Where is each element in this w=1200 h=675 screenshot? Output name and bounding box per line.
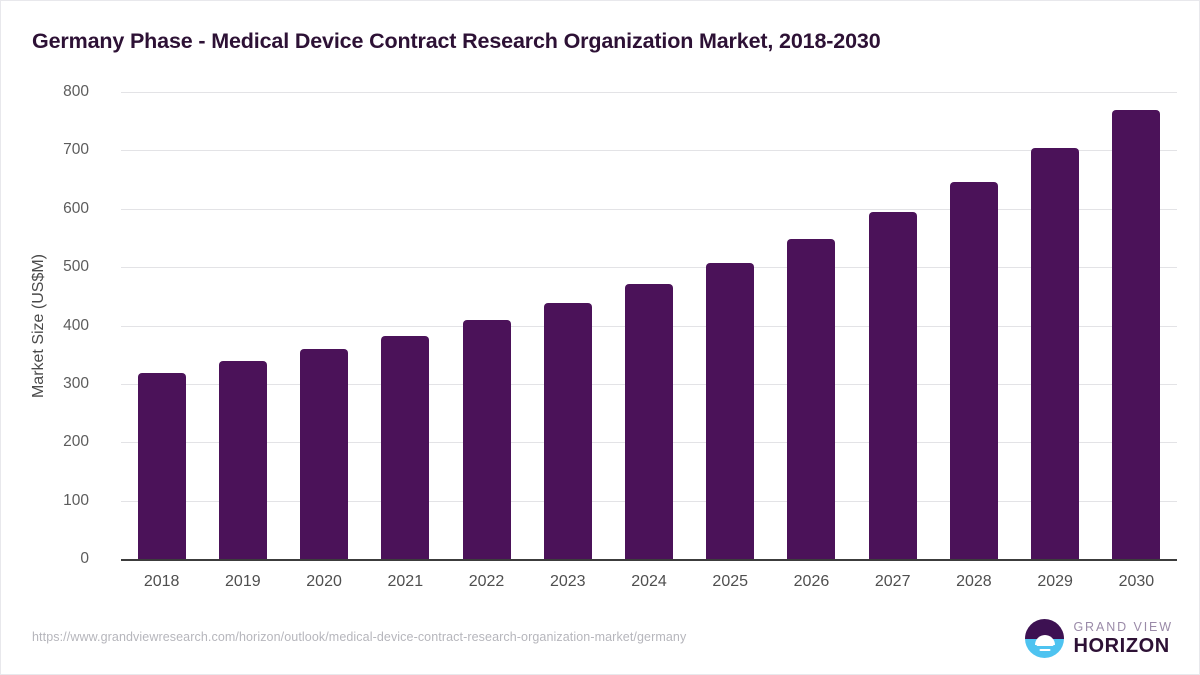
logo-line-lower bbox=[1039, 649, 1051, 652]
bar[interactable] bbox=[137, 373, 186, 559]
logo-horizon-text: HORIZON bbox=[1073, 635, 1170, 658]
x-axis-tick-label: 2029 bbox=[1037, 573, 1073, 590]
x-axis-tick-label: 2027 bbox=[874, 573, 911, 590]
bar[interactable] bbox=[624, 284, 673, 559]
gridline bbox=[121, 150, 1177, 152]
bar[interactable] bbox=[868, 212, 917, 559]
x-axis-tick-label: 2028 bbox=[956, 573, 992, 590]
bar-slot bbox=[771, 92, 852, 559]
bar-slot bbox=[202, 92, 283, 559]
bar-slot bbox=[283, 92, 364, 559]
y-axis-tick-label: 300 bbox=[63, 374, 89, 392]
plot-area: Market Size (US$M) 0 100 200 300 400 500 600 70… bbox=[30, 83, 1177, 590]
bar-slot bbox=[852, 92, 933, 559]
page-title: Germany Phase - Medical Device Contract … bbox=[32, 29, 881, 53]
gridline bbox=[121, 92, 1177, 93]
bar[interactable] bbox=[462, 320, 511, 559]
x-axis-tick-label: 2030 bbox=[1118, 573, 1155, 590]
bar[interactable] bbox=[381, 336, 430, 559]
y-axis-tick-label: 0 bbox=[80, 550, 89, 567]
bar-slot bbox=[365, 92, 446, 559]
bar[interactable] bbox=[706, 263, 755, 559]
x-axis-tick-label: 2022 bbox=[468, 573, 505, 590]
logo-line-upper bbox=[1036, 643, 1054, 647]
bar[interactable] bbox=[300, 349, 349, 559]
bar[interactable] bbox=[1031, 148, 1080, 559]
logo-wordmark: GRAND VIEW HORIZON bbox=[1073, 621, 1173, 657]
bar-slot bbox=[1096, 92, 1177, 559]
x-axis-tick-label: 2023 bbox=[549, 573, 586, 590]
bar[interactable] bbox=[1112, 109, 1161, 559]
bar-slot bbox=[446, 92, 527, 559]
gridline bbox=[121, 267, 1177, 269]
x-axis-tick-label: 2021 bbox=[387, 573, 424, 590]
bar[interactable] bbox=[949, 182, 998, 559]
bar-slot bbox=[690, 92, 771, 559]
y-axis-tick-label: 600 bbox=[63, 199, 89, 217]
y-axis-tick-label: 400 bbox=[63, 316, 89, 334]
logo-dome-shape bbox=[1034, 634, 1055, 645]
bar-series bbox=[121, 92, 1177, 559]
y-axis-tick-label: 700 bbox=[63, 141, 89, 159]
bar[interactable] bbox=[543, 303, 592, 559]
bar[interactable] bbox=[218, 361, 267, 559]
x-axis-line bbox=[121, 559, 1177, 561]
logo-top-half bbox=[1025, 619, 1065, 639]
bar-slot bbox=[121, 92, 202, 559]
bar-slot bbox=[1015, 92, 1096, 559]
x-axis-tick-label: 2018 bbox=[143, 573, 180, 590]
bar[interactable] bbox=[787, 238, 836, 559]
bar-slot bbox=[933, 92, 1014, 559]
x-axis-tick-label: 2019 bbox=[225, 573, 261, 590]
source-url[interactable]: https://www.grandviewresearch.com/horizo… bbox=[32, 630, 687, 644]
logo-grand-view-text: GRAND VIEW bbox=[1073, 619, 1173, 634]
horizon-sun-icon bbox=[1025, 619, 1065, 658]
gridline bbox=[121, 208, 1177, 210]
y-axis-tick-label: 500 bbox=[63, 258, 89, 276]
x-axis-tick-label: 2025 bbox=[712, 573, 749, 590]
x-axis-tick-label: 2020 bbox=[306, 573, 342, 590]
y-axis-tick-label: 200 bbox=[63, 433, 89, 451]
x-axis-tick-label: 2024 bbox=[631, 573, 667, 590]
x-axis-tick-label: 2026 bbox=[793, 573, 830, 590]
grand-view-horizon-logo: GRAND VIEW HORIZON bbox=[1025, 619, 1173, 658]
bar-slot bbox=[608, 92, 689, 559]
bar-slot bbox=[527, 92, 608, 559]
y-axis-tick-label: 100 bbox=[63, 491, 89, 509]
y-axis-tick-label: 800 bbox=[63, 83, 89, 100]
